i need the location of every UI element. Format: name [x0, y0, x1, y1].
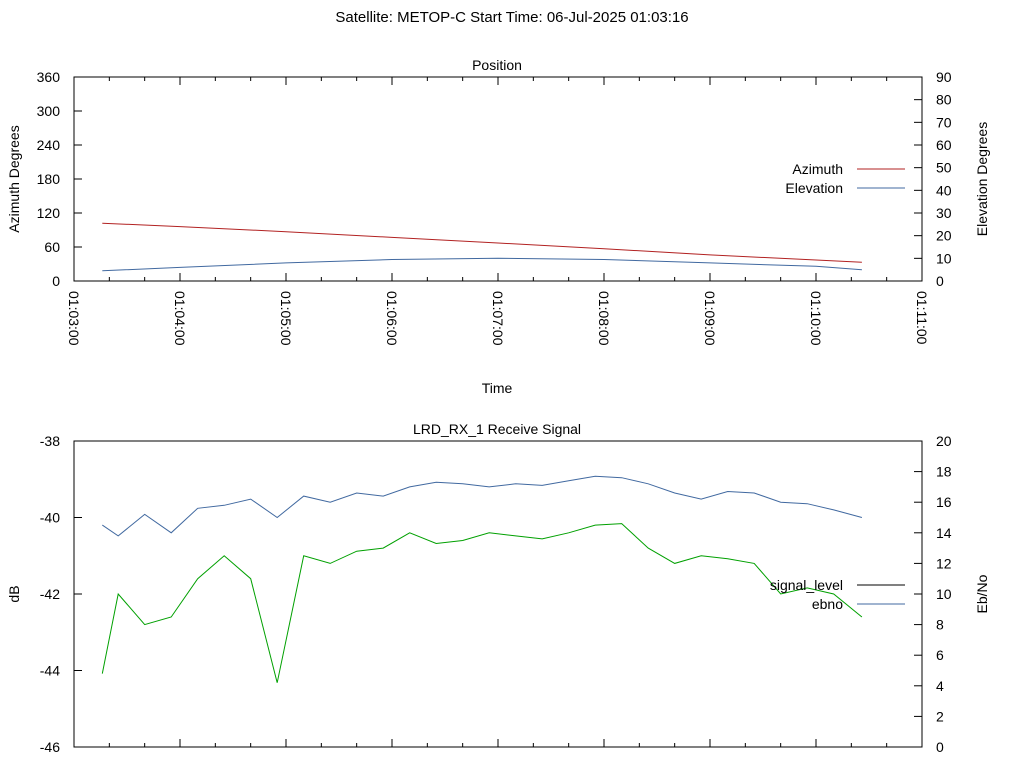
unlabeled-series-2-line [101, 523, 863, 683]
x-tick-label: 01:09:00 [702, 291, 718, 346]
y2-tick-label: 20 [936, 433, 952, 449]
y2-tick-label: 16 [936, 494, 952, 510]
y2-tick-label: 30 [936, 205, 952, 221]
position-y2-axis-label: Elevation Degrees [974, 122, 990, 236]
ebno-line [102, 475, 863, 537]
y2-tick-label: 0 [936, 739, 944, 755]
x-tick-label: 01:08:00 [596, 291, 612, 346]
y-tick-label: -38 [40, 433, 60, 449]
y2-tick-label: 90 [936, 69, 952, 85]
y2-tick-label: 2 [936, 708, 944, 724]
x-tick-label: 01:10:00 [808, 291, 824, 346]
legend-azimuth-label: Azimuth [792, 161, 843, 177]
y2-tick-label: 10 [936, 586, 952, 602]
y2-tick-label: 12 [936, 555, 952, 571]
y2-tick-label: 4 [936, 678, 944, 694]
position-x-ticks: 01:03:00 01:04:00 01:05:00 01:06:00 01:07:00… [66, 77, 930, 346]
signal-title: LRD_RX_1 Receive Signal [413, 421, 581, 437]
position-y2-ticks: 0 10 20 30 40 50 60 70 80 90 [914, 69, 952, 289]
y2-tick-label: 70 [936, 114, 952, 130]
y2-tick-label: 40 [936, 182, 952, 198]
signal-y-axis-label: dB [6, 585, 22, 602]
y2-tick-label: 10 [936, 250, 952, 266]
position-series [102, 222, 862, 272]
figure-header: Satellite: METOP-C Start Time: 06-Jul-20… [335, 9, 688, 26]
y-tick-label: 60 [44, 239, 60, 255]
y2-tick-label: 6 [936, 647, 944, 663]
signal-y-ticks: -46 -44 -42 -40 -38 [40, 433, 82, 755]
y2-tick-label: 50 [936, 160, 952, 176]
y-tick-label: 120 [37, 205, 61, 221]
position-title: Position [472, 57, 522, 73]
position-x-axis-label: Time [482, 380, 513, 396]
y-tick-label: -40 [40, 510, 60, 526]
y2-tick-label: 14 [936, 525, 952, 541]
legend-elevation-label: Elevation [785, 180, 843, 196]
signal-panel: LRD_RX_1 Receive Signal dB Eb/No -46-44-… [6, 421, 990, 755]
x-tick-label: 01:04:00 [172, 291, 188, 346]
azimuth-line [102, 222, 862, 263]
signal-y2-ticks: 0 2 4 6 8 10 12 14 16 18 20 [914, 433, 952, 755]
y-tick-label: -46 [40, 739, 60, 755]
legend-signal-level-label: signal_level [770, 577, 843, 593]
signal-legend: signal_level ebno [770, 577, 905, 612]
y2-tick-label: 0 [936, 273, 944, 289]
position-panel: Position Azimuth Degrees Elevation Degre… [6, 57, 990, 396]
y2-tick-label: 80 [936, 92, 952, 108]
y2-tick-label: 20 [936, 228, 952, 244]
signal-plot-frame [73, 440, 923, 748]
position-y-ticks: 0 60 120 180 240 300 360 [37, 69, 82, 289]
legend-ebno-label: ebno [812, 596, 843, 612]
position-legend: Azimuth Elevation [785, 161, 905, 196]
y2-tick-label: 60 [936, 137, 952, 153]
x-tick-label: 01:03:00 [66, 291, 82, 346]
x-tick-label: 01:05:00 [278, 291, 294, 346]
y-tick-label: 0 [52, 273, 60, 289]
y2-tick-label: 18 [936, 464, 952, 480]
signal-series [101, 475, 863, 683]
y-tick-label: 180 [37, 171, 61, 187]
x-tick-label: 01:07:00 [490, 291, 506, 346]
y-tick-label: 300 [37, 103, 61, 119]
x-tick-label: 01:06:00 [384, 291, 400, 346]
position-plot-frame [73, 76, 923, 282]
y-tick-label: -44 [40, 663, 60, 679]
y-tick-label: -42 [40, 586, 60, 602]
y-tick-label: 360 [37, 69, 61, 85]
position-y-axis-label: Azimuth Degrees [6, 125, 22, 232]
x-tick-label: 01:11:00 [914, 291, 930, 345]
signal-x-ticks [73, 739, 923, 747]
elevation-line [102, 257, 862, 272]
signal-y2-axis-label: Eb/No [974, 574, 990, 613]
y2-tick-label: 8 [936, 617, 944, 633]
y-tick-label: 240 [37, 137, 61, 153]
